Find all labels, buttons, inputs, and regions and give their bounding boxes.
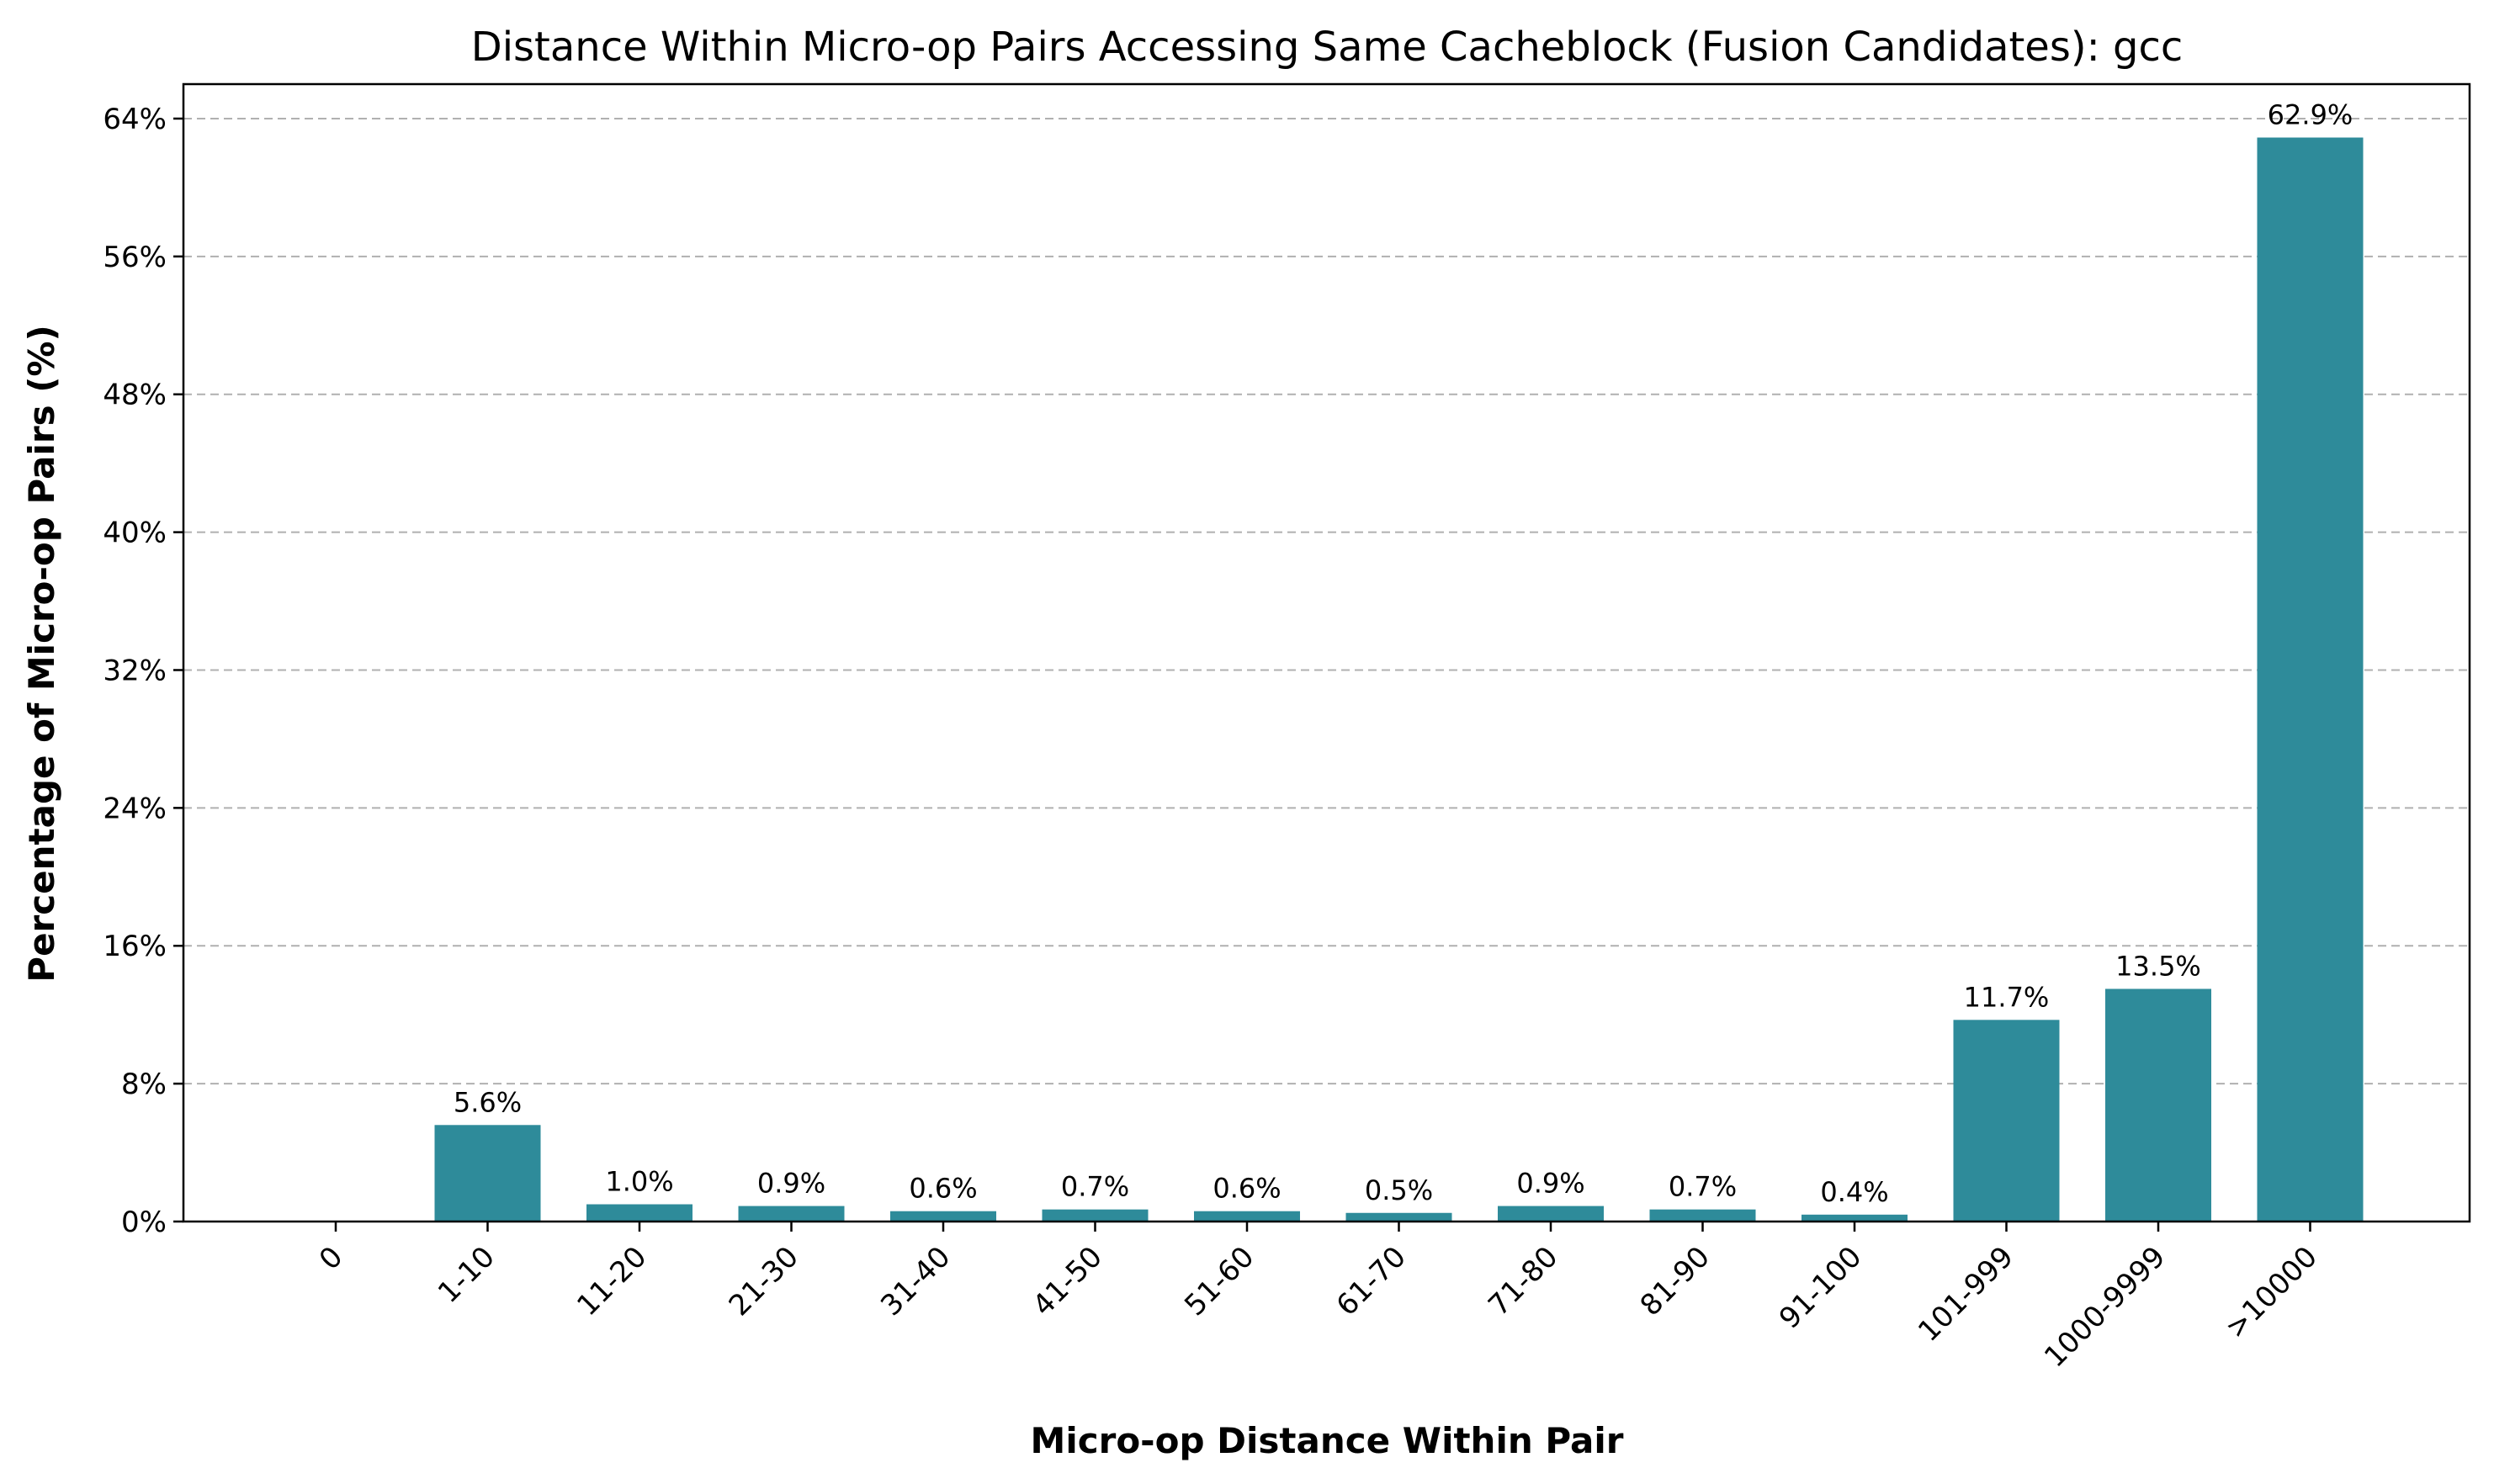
y-tick-label: 32% [103, 654, 167, 687]
x-tick-label: 31-40 [874, 1240, 957, 1322]
y-tick-label: 56% [103, 241, 167, 274]
y-tick-label: 64% [103, 103, 167, 136]
bar [434, 1125, 541, 1222]
x-tick-label: 91-100 [1773, 1240, 1868, 1335]
bar [1042, 1209, 1149, 1222]
data-label: 62.9% [2268, 99, 2353, 131]
data-label: 5.6% [454, 1086, 522, 1118]
data-label: 1.0% [605, 1166, 673, 1198]
data-label: 0.9% [1516, 1168, 1584, 1200]
data-label: 0.6% [909, 1173, 977, 1205]
y-tick-label: 48% [103, 379, 167, 412]
x-tick-label: 11-20 [570, 1240, 653, 1322]
data-label: 13.5% [2115, 950, 2201, 982]
bar [1345, 1212, 1452, 1222]
bar [1953, 1020, 2060, 1222]
bar [738, 1206, 845, 1222]
bar [1802, 1214, 1908, 1222]
x-tick-label: 71-80 [1482, 1240, 1564, 1322]
bar [1649, 1209, 1756, 1222]
bar [1194, 1211, 1300, 1222]
x-tick-label: 41-50 [1027, 1240, 1109, 1322]
y-tick-label: 40% [103, 517, 167, 550]
x-tick-label: >10000 [2219, 1240, 2324, 1345]
data-label: 0.6% [1213, 1173, 1281, 1205]
data-label: 0.7% [1061, 1171, 1129, 1203]
y-tick-label: 0% [121, 1206, 167, 1239]
x-tick-label: 101-999 [1912, 1240, 2020, 1349]
data-label: 0.5% [1365, 1174, 1433, 1206]
y-tick-label: 16% [103, 930, 167, 963]
gridlines [183, 117, 2470, 1085]
data-labels: 5.6% 1.0% 0.9% 0.6% 0.7% 0.6% 0.5% 0.9% 0.7% 0.4%… [454, 99, 2353, 1208]
data-label: 0.7% [1669, 1171, 1737, 1203]
bar [890, 1211, 996, 1222]
x-tick-label: 0 [313, 1240, 350, 1277]
x-axis-label: Micro-op Distance Within Pair [1031, 1420, 1624, 1461]
x-tick-label: 51-60 [1178, 1240, 1260, 1322]
y-axis-label: Percentage of Micro-op Pairs (%) [21, 325, 62, 982]
data-label: 0.4% [1820, 1176, 1888, 1208]
bar [2257, 137, 2364, 1222]
x-tick-label: 1000-9999 [2038, 1240, 2172, 1374]
x-tick-label: 21-30 [723, 1240, 805, 1322]
bar [1498, 1206, 1604, 1222]
data-label: 0.9% [757, 1168, 825, 1200]
x-tick-label: 1-10 [432, 1240, 501, 1310]
y-tick-label: 24% [103, 792, 167, 825]
x-axis-ticks: 0 1-10 11-20 21-30 31-40 41-50 51-60 61-70 71-80… [313, 1222, 2324, 1374]
chart-title: Distance Within Micro-op Pairs Accessing… [471, 24, 2184, 71]
bar [586, 1204, 692, 1222]
y-tick-label: 8% [121, 1068, 167, 1101]
x-tick-label: 81-90 [1634, 1240, 1717, 1322]
plot-frame [182, 82, 2471, 1223]
bar [2105, 988, 2211, 1222]
data-label: 11.7% [1964, 981, 2050, 1013]
bars [434, 137, 2364, 1222]
y-axis-ticks: 0% 8% 16% 24% 32% 40% 48% 56% 64% [103, 103, 183, 1239]
x-tick-label: 61-70 [1330, 1240, 1413, 1322]
